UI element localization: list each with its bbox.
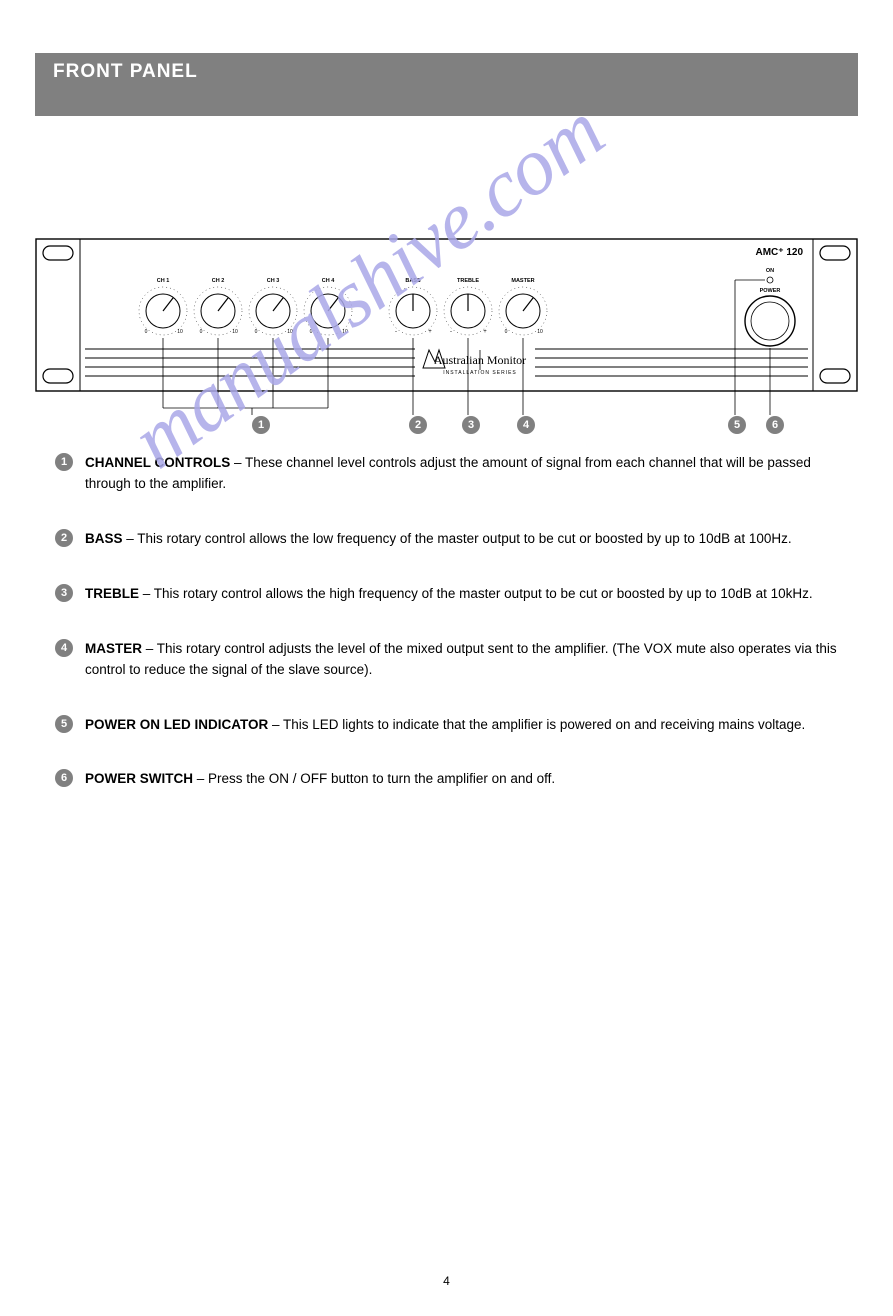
knob-ch4: CH 4 0 10 (304, 278, 352, 335)
desc-num: 6 (55, 769, 73, 787)
callout-2: 2 (409, 415, 427, 434)
svg-text:10: 10 (342, 329, 348, 335)
svg-text:CH 3: CH 3 (267, 278, 280, 284)
knob-ch3: CH 3 0 10 (249, 278, 297, 335)
svg-text:MASTER: MASTER (511, 278, 534, 284)
desc-num: 4 (55, 639, 73, 657)
callout-circle: 3 (462, 416, 480, 434)
desc-text: POWER SWITCH – Press the ON / OFF button… (85, 769, 555, 790)
desc-num: 1 (55, 453, 73, 471)
svg-text:10: 10 (537, 329, 543, 335)
header-bar: FRONT PANEL (35, 53, 858, 116)
header-title: FRONT PANEL (53, 61, 198, 83)
svg-text:POWER: POWER (760, 288, 781, 294)
desc-item-2: 2 BASS – This rotary control allows the … (55, 529, 845, 550)
svg-text:10: 10 (177, 329, 183, 335)
svg-text:BASS: BASS (405, 278, 421, 284)
svg-text:CH 2: CH 2 (212, 278, 225, 284)
model-label: AMC⁺ 120 (755, 247, 803, 258)
knob-bass: BASS - + (389, 278, 437, 335)
description-list: 1 CHANNEL CONTROLS – These channel level… (55, 453, 845, 824)
desc-text: CHANNEL CONTROLS – These channel level c… (85, 453, 845, 495)
svg-text:+: + (483, 329, 487, 335)
svg-text:0: 0 (145, 329, 148, 335)
callout-6: 6 (766, 415, 784, 434)
knob-ch2: CH 2 0 10 (194, 278, 242, 335)
svg-text:-: - (450, 329, 452, 335)
callout-1: 1 (252, 415, 270, 434)
svg-text:CH 4: CH 4 (322, 278, 335, 284)
callout-4: 4 (517, 415, 535, 434)
desc-item-6: 6 POWER SWITCH – Press the ON / OFF butt… (55, 769, 845, 790)
svg-text:CH 1: CH 1 (157, 278, 170, 284)
svg-text:+: + (428, 329, 432, 335)
callout-circle: 1 (252, 416, 270, 434)
callout-circle: 2 (409, 416, 427, 434)
svg-text:10: 10 (287, 329, 293, 335)
desc-num: 2 (55, 529, 73, 547)
svg-text:ON: ON (766, 268, 774, 274)
desc-text: POWER ON LED INDICATOR – This LED lights… (85, 715, 805, 736)
svg-text:-: - (395, 329, 397, 335)
desc-item-3: 3 TREBLE – This rotary control allows th… (55, 584, 845, 605)
knob-master: MASTER 0 10 (499, 278, 547, 335)
knob-ch1: CH 1 0 10 (139, 278, 187, 335)
desc-num: 5 (55, 715, 73, 733)
knob-treble: TREBLE - + (444, 278, 492, 335)
svg-text:TREBLE: TREBLE (457, 278, 479, 284)
desc-text: TREBLE – This rotary control allows the … (85, 584, 813, 605)
callout-3: 3 (462, 415, 480, 434)
callout-circle: 5 (728, 416, 746, 434)
desc-text: BASS – This rotary control allows the lo… (85, 529, 792, 550)
desc-num: 3 (55, 584, 73, 602)
logo-text-bottom: INSTALLATION SERIES (443, 370, 517, 376)
desc-item-1: 1 CHANNEL CONTROLS – These channel level… (55, 453, 845, 495)
desc-item-4: 4 MASTER – This rotary control adjusts t… (55, 639, 845, 681)
svg-text:0: 0 (255, 329, 258, 335)
desc-text: MASTER – This rotary control adjusts the… (85, 639, 845, 681)
page-number: 4 (443, 1274, 450, 1288)
callout-circle: 6 (766, 416, 784, 434)
callout-circle: 4 (517, 416, 535, 434)
front-panel-diagram: Australian Monitor INSTALLATION SERIES A… (35, 238, 858, 393)
svg-text:0: 0 (200, 329, 203, 335)
desc-item-5: 5 POWER ON LED INDICATOR – This LED ligh… (55, 715, 845, 736)
svg-text:0: 0 (505, 329, 508, 335)
svg-text:0: 0 (310, 329, 313, 335)
svg-text:10: 10 (232, 329, 238, 335)
callout-5: 5 (728, 415, 746, 434)
